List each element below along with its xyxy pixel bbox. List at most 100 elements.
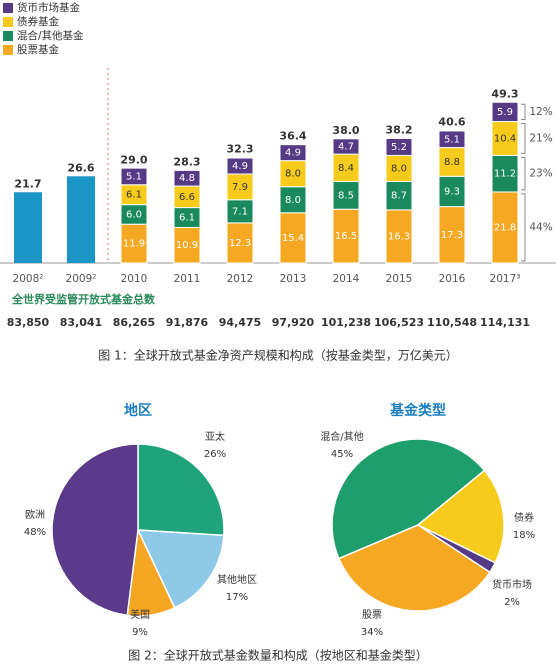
bar-label: 21.8 [494, 222, 516, 233]
total-label: 32.3 [226, 143, 253, 156]
bar-segment [120, 167, 148, 186]
bar-label: 8.0 [285, 169, 301, 180]
slice-value: 45% [331, 449, 353, 460]
bar-segment [332, 208, 360, 264]
legend-swatch [3, 31, 13, 41]
slice-value: 48% [24, 527, 46, 538]
share-bracket [521, 193, 526, 262]
fund-count: 86,265 [113, 316, 155, 329]
x-tick-label: 2012 [227, 273, 254, 285]
bar-label: 11.9 [123, 239, 145, 250]
share-label: 21% [529, 132, 552, 144]
bar-label: 5.9 [497, 107, 513, 118]
legend-label: 货币市场基金 [17, 1, 80, 14]
total-label: 49.3 [491, 87, 518, 100]
share-bracket [521, 156, 526, 191]
share-bracket [521, 123, 526, 154]
slice-label: 混合/其他 [320, 430, 363, 443]
slice-value: 9% [132, 627, 148, 638]
bar-label: 9.3 [444, 186, 460, 197]
bar-segment [279, 160, 307, 188]
fund-count: 110,548 [427, 316, 477, 329]
bar-label: 10.9 [176, 240, 198, 251]
slice-label: 美国 [130, 608, 150, 621]
caption: 图 2：全球开放式基金数量和构成（按地区和基金类型） [128, 648, 427, 663]
total-label: 29.0 [120, 153, 147, 166]
legend-label: 债券基金 [17, 15, 59, 28]
bar-label: 4.7 [338, 141, 354, 152]
bar-label: 4.8 [179, 173, 195, 184]
pie-slice [331, 438, 486, 560]
pie-slice [337, 524, 491, 612]
bar-label: 15.4 [282, 233, 304, 244]
bar-label: 4.9 [285, 148, 301, 159]
bar-segment [438, 130, 466, 149]
bar-label: 17.3 [441, 230, 463, 241]
bar-label: 10.4 [494, 133, 516, 144]
bar-label: 6.6 [179, 192, 195, 203]
bar-label: 6.1 [126, 190, 142, 201]
x-tick-label: 2017³ [490, 273, 521, 285]
bar-label: 5.2 [391, 142, 407, 153]
total-label: 26.6 [67, 161, 94, 174]
bar-label: 8.8 [444, 157, 460, 168]
pie-slice [51, 443, 139, 617]
share-label: 44% [529, 221, 552, 233]
bar-label: 5.1 [126, 171, 142, 182]
fund-count: 101,238 [321, 316, 371, 329]
slice-value: 34% [361, 627, 383, 638]
bar-label: 8.0 [391, 163, 407, 174]
x-tick-label: 2009² [66, 273, 97, 285]
bar-segment [120, 223, 148, 264]
bar-segment [279, 144, 307, 162]
bar-segment [385, 209, 413, 264]
fund-count: 97,920 [272, 316, 315, 329]
bar [14, 192, 42, 263]
legend-swatch [3, 3, 13, 13]
bar-segment [226, 222, 254, 264]
pie-slice [416, 469, 505, 564]
pie-title: 基金类型 [390, 402, 446, 419]
legend-swatch [3, 45, 13, 55]
fund-count: 106,523 [374, 316, 424, 329]
x-tick-label: 2013 [280, 273, 307, 285]
slice-label: 债券 [514, 511, 534, 524]
total-label: 21.7 [14, 177, 41, 190]
bar-label: 5.1 [444, 134, 460, 145]
bar-segment [491, 191, 519, 264]
x-tick-label: 2015 [386, 273, 413, 285]
x-tick-label: 2011 [174, 273, 201, 285]
fund-count-title: 全世界受监管开放式基金总数 [11, 292, 156, 306]
bar-segment [173, 169, 201, 187]
bar-label: 16.5 [335, 231, 357, 242]
legend-swatch [3, 17, 13, 27]
pie-slice [137, 443, 225, 537]
bar-label: 8.0 [285, 195, 301, 206]
bar-segment [385, 137, 413, 156]
share-bracket [521, 103, 526, 121]
bar-label: 8.5 [338, 190, 354, 201]
fund-count: 94,475 [219, 316, 261, 329]
slice-label: 欧洲 [25, 509, 45, 521]
slice-value: 17% [226, 592, 248, 603]
bar-label: 6.0 [126, 209, 142, 220]
bar [67, 176, 95, 263]
legend-label: 混合/其他基金 [17, 29, 84, 42]
bar-segment [385, 181, 413, 211]
bar-segment [226, 157, 254, 175]
bar-segment [332, 138, 360, 155]
bar-label: 6.1 [179, 213, 195, 224]
bar-segment [332, 153, 360, 182]
bar-segment [332, 181, 360, 210]
bar-segment [438, 206, 466, 264]
legend-label: 股票基金 [17, 43, 59, 56]
total-label: 38.2 [385, 123, 412, 136]
total-label: 28.3 [173, 156, 200, 169]
share-label: 23% [529, 168, 552, 180]
x-tick-label: 2008² [13, 273, 44, 285]
bar-segment [438, 175, 466, 208]
bar-label: 12.3 [229, 238, 251, 249]
bar-label: 7.1 [232, 206, 248, 217]
caption: 图 1：全球开放式基金净资产规模和构成（按基金类型，万亿美元） [98, 348, 457, 363]
